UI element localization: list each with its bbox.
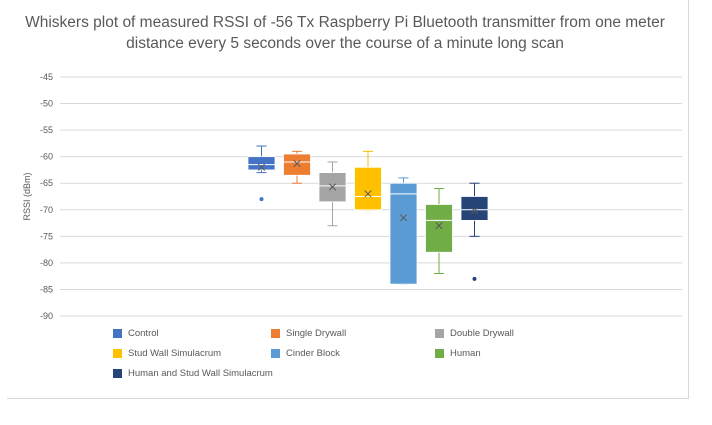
legend-item: Human and Stud Wall Simulacrum: [113, 368, 273, 379]
legend-item: Single Drywall: [271, 328, 346, 339]
mean-marker: [470, 207, 479, 215]
y-tick-label: -80: [40, 258, 53, 268]
legend-swatch: [271, 329, 280, 338]
y-tick-label: -45: [40, 72, 53, 82]
legend-label: Stud Wall Simulacrum: [128, 348, 222, 359]
legend-label: Cinder Block: [286, 348, 340, 359]
legend-item: Cinder Block: [271, 348, 340, 359]
legend-item: Stud Wall Simulacrum: [113, 348, 221, 359]
legend-item: Human: [435, 348, 481, 359]
legend-swatch: [435, 349, 444, 358]
y-axis-label: RSSI (dBm): [22, 172, 32, 220]
y-tick-label: -50: [40, 99, 53, 109]
legend-swatch: [113, 329, 122, 338]
chart-title: Whiskers plot of measured RSSI of -56 Tx…: [25, 14, 665, 52]
mean-marker: [399, 214, 408, 222]
mean-marker: [435, 222, 443, 230]
box-cinder-block: [389, 182, 418, 285]
mean-marker: [257, 163, 266, 171]
legend-swatch: [113, 369, 122, 378]
mean-marker: [293, 160, 301, 168]
box-human-and-stud-wall-simulacrum: [460, 196, 489, 221]
legend-label: Double Drywall: [450, 328, 514, 339]
legend-label: Control: [128, 328, 159, 339]
legend-label: Human: [450, 348, 481, 359]
legend-item: Double Drywall: [435, 328, 514, 339]
legend-label: Single Drywall: [286, 328, 347, 339]
legend-item: Control: [113, 328, 159, 339]
y-tick-label: -75: [40, 231, 53, 241]
y-tick-label: -70: [40, 205, 53, 215]
box-single-drywall: [283, 153, 311, 176]
legend-label: Human and Stud Wall Simulacrum: [128, 368, 273, 379]
box-control: [247, 156, 276, 171]
outlier-point: [259, 197, 264, 202]
y-tick-label: -90: [40, 311, 53, 321]
box-stud-wall-simulacrum: [354, 166, 382, 211]
mean-marker: [364, 190, 372, 198]
y-tick-label: -60: [40, 152, 53, 162]
outlier-point: [472, 276, 477, 281]
legend-swatch: [271, 349, 280, 358]
legend-swatch: [435, 329, 444, 338]
box-human: [425, 204, 453, 253]
mean-marker: [328, 183, 337, 191]
y-tick-label: -85: [40, 284, 53, 294]
y-tick-label: -55: [40, 125, 53, 135]
y-tick-label: -65: [40, 178, 53, 188]
chart-legend: Control Single Drywall Double Drywall Stud …: [113, 328, 573, 392]
legend-swatch: [113, 349, 122, 358]
